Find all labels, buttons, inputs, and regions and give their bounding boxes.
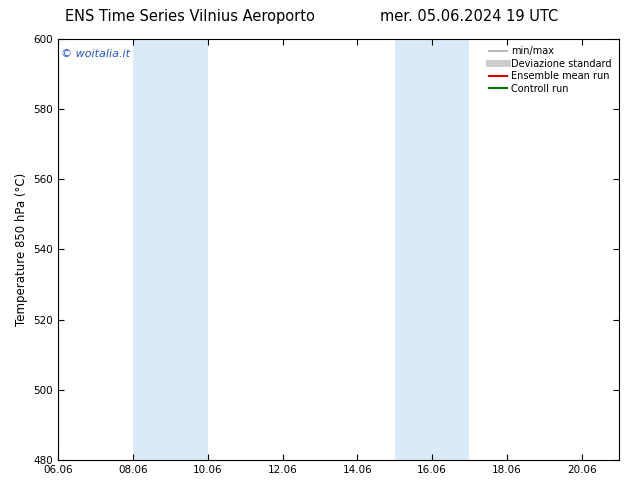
Y-axis label: Temperature 850 hPa (°C): Temperature 850 hPa (°C) (15, 173, 28, 326)
Text: mer. 05.06.2024 19 UTC: mer. 05.06.2024 19 UTC (380, 9, 559, 24)
Bar (395, 39, 469, 460)
Text: © woitalia.it: © woitalia.it (61, 49, 130, 59)
Bar (133, 39, 208, 460)
Text: ENS Time Series Vilnius Aeroporto: ENS Time Series Vilnius Aeroporto (65, 9, 315, 24)
Legend: min/max, Deviazione standard, Ensemble mean run, Controll run: min/max, Deviazione standard, Ensemble m… (486, 44, 614, 97)
